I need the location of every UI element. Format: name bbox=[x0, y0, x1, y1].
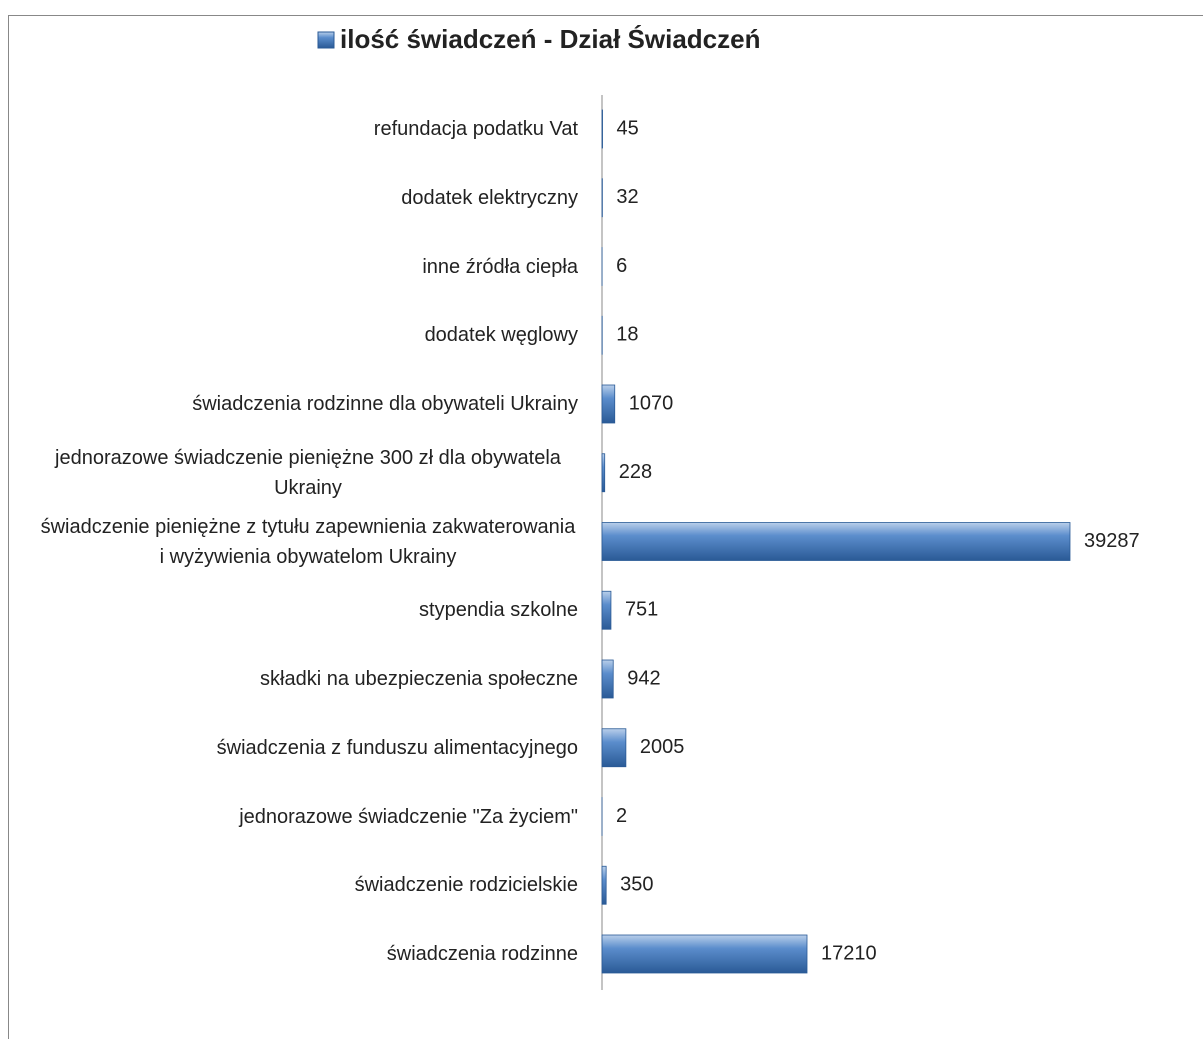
value-label: 17210 bbox=[821, 942, 877, 964]
category-label: jednorazowe świadczenie pieniężne 300 zł… bbox=[55, 446, 561, 499]
category-label: dodatek elektryczny bbox=[401, 186, 578, 209]
bar bbox=[601, 659, 614, 699]
category-label: składki na ubezpieczenia społeczne bbox=[260, 668, 578, 690]
bar bbox=[601, 384, 616, 424]
category-label: świadczenie rodzicielskie bbox=[354, 874, 578, 897]
category-label: stypendia szkolne bbox=[419, 599, 578, 622]
category-label: świadczenie pieniężne z tytułu zapewnien… bbox=[40, 515, 576, 568]
legend-swatch bbox=[317, 31, 335, 49]
value-label: 751 bbox=[625, 599, 658, 621]
value-label: 18 bbox=[616, 324, 638, 346]
category-label: świadczenia rodzinne dla obywateli Ukrai… bbox=[192, 393, 578, 415]
bar bbox=[601, 522, 1071, 561]
category-label: świadczenia rodzinne bbox=[386, 943, 578, 965]
bar bbox=[601, 453, 606, 493]
category-label: refundacja podatku Vat bbox=[373, 118, 578, 140]
value-label: 1070 bbox=[629, 392, 674, 414]
value-label: 942 bbox=[627, 667, 660, 689]
bar bbox=[601, 934, 808, 974]
value-label: 6 bbox=[616, 255, 627, 277]
value-label: 228 bbox=[619, 461, 652, 483]
value-label: 350 bbox=[620, 874, 653, 896]
value-label: 32 bbox=[616, 186, 638, 208]
bar bbox=[601, 590, 612, 630]
category-label: inne źródła ciepła bbox=[422, 255, 578, 278]
value-label: 2005 bbox=[640, 736, 685, 758]
category-label: jednorazowe świadczenie "Za życiem" bbox=[239, 805, 578, 828]
category-label: świadczenia z funduszu alimentacyjnego bbox=[216, 736, 578, 759]
bar bbox=[601, 728, 627, 768]
category-label: dodatek węglowy bbox=[424, 324, 578, 347]
value-label: 2 bbox=[616, 805, 627, 827]
legend-label: ilość świadczeń - Dział Świadczeń bbox=[340, 24, 760, 54]
value-label: 39287 bbox=[1084, 530, 1140, 552]
value-label: 45 bbox=[617, 117, 639, 139]
bar bbox=[601, 865, 607, 905]
bar bbox=[601, 109, 603, 149]
frame bbox=[8, 15, 1203, 1039]
